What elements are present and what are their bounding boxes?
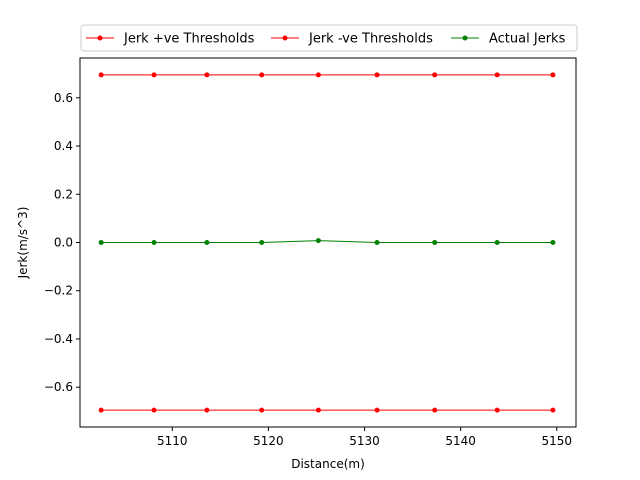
legend-marker-1 [97,35,103,41]
x-tick-label: 5150 [542,434,573,448]
y-tick-label: 0.2 [54,187,73,201]
data-point [432,407,438,413]
data-point [550,240,556,245]
data-point [204,240,210,245]
x-tick-label: 5140 [445,434,476,448]
data-point [494,72,500,78]
data-point [494,240,500,245]
legend-label-1: Jerk +ve Thresholds [123,32,255,47]
data-point [315,407,321,413]
y-tick-label: −0.4 [44,332,73,346]
legend-label-2: Jerk -ve Thresholds [308,32,433,47]
y-tick-label: 0.0 [54,236,73,250]
y-tick-label: 0.4 [54,139,73,153]
y-axis-label: Jerk(m/s^3) [16,207,30,280]
data-point [98,240,104,245]
data-point [550,407,556,413]
legend-marker-2 [282,35,288,41]
data-point [151,240,157,245]
y-tick-label: 0.6 [54,91,73,105]
data-point [432,72,438,78]
plot-marks [98,72,556,413]
data-point [259,240,265,245]
data-point [151,407,157,413]
x-tick-label: 5110 [157,434,188,448]
data-point [259,72,265,78]
data-point [315,238,321,244]
data-point [374,72,380,78]
legend: Jerk +ve Thresholds Jerk -ve Thresholds Ac… [80,24,578,52]
x-tick-label: 5130 [349,434,380,448]
data-point [432,240,438,245]
x-axis-ticks: 5110 5120 5130 5140 5150 [157,427,572,448]
data-point [494,407,500,413]
data-point [204,407,210,413]
data-point [98,72,104,78]
y-tick-label: −0.6 [44,380,73,394]
data-point [315,72,321,78]
data-point [204,72,210,78]
legend-marker-3 [462,35,468,41]
x-axis-label: Distance(m) [291,457,365,471]
legend-box [80,24,578,52]
data-point [151,72,157,78]
y-axis-ticks: −0.6 −0.4 −0.2 0.0 0.2 0.4 0.6 [44,91,80,394]
x-tick-label: 5120 [253,434,284,448]
y-tick-label: −0.2 [44,284,73,298]
data-point [259,407,265,413]
data-point [374,407,380,413]
data-point [374,240,380,245]
data-point [98,407,104,413]
data-point [550,72,556,78]
legend-label-3: Actual Jerks [489,32,566,47]
